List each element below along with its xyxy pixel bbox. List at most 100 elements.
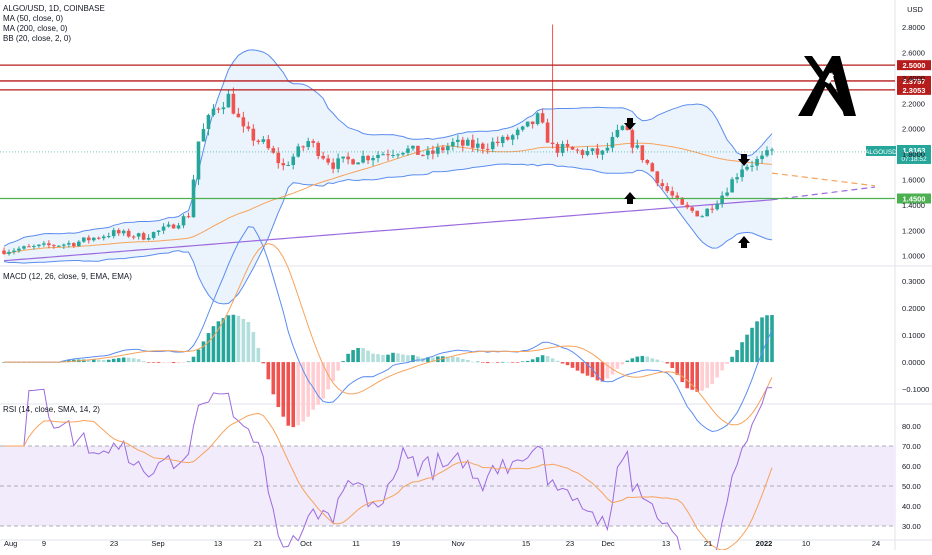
- ma50-legend: MA (50, close, 0): [3, 14, 64, 23]
- macd-histogram-bar: [635, 356, 640, 363]
- candle: [745, 164, 749, 172]
- candle: [241, 111, 246, 133]
- candle: [705, 208, 709, 217]
- macd-histogram-bar: [156, 362, 161, 363]
- candle: [416, 145, 420, 155]
- macd-histogram-bar: [765, 315, 769, 363]
- candle: [755, 156, 759, 171]
- candle-body: [540, 113, 545, 123]
- candle: [406, 145, 410, 156]
- candle-body: [396, 154, 400, 156]
- arrow-down-icon: [624, 118, 636, 130]
- candle-body: [760, 155, 764, 160]
- candle: [306, 137, 311, 151]
- time-tick-label: 23: [110, 539, 118, 548]
- macd-histogram-bar: [675, 362, 680, 375]
- ma50-projection: [771, 172, 876, 187]
- resistance-tag-2: [897, 84, 931, 95]
- candle-body: [525, 121, 530, 127]
- candle: [12, 248, 16, 255]
- candle: [371, 155, 375, 166]
- candle: [615, 124, 620, 139]
- candle-body: [680, 197, 685, 205]
- candle: [42, 240, 46, 247]
- candle-body: [670, 191, 675, 196]
- macd-histogram-bar: [680, 362, 685, 383]
- candle-body: [475, 143, 480, 148]
- candle-body: [690, 207, 695, 211]
- time-tick-label: Dec: [601, 539, 615, 548]
- candle: [151, 231, 156, 240]
- macd-histogram-bar: [685, 362, 690, 389]
- candle-body: [625, 125, 630, 131]
- candle: [256, 139, 261, 145]
- rsi-line: [4, 387, 773, 555]
- time-tick-label: Aug: [4, 539, 17, 548]
- symbol-tag: [866, 145, 896, 156]
- ma50-line: [3, 142, 773, 255]
- candle: [770, 147, 774, 156]
- rsi-sma-line: [4, 412, 773, 551]
- macd-histogram-bar: [550, 358, 555, 363]
- macd-histogram-bar: [690, 362, 695, 390]
- candle-body: [715, 203, 719, 210]
- bollinger-lower-line: [3, 163, 773, 305]
- symbol-tag-label: ALGOUSD: [865, 149, 897, 156]
- candle-body: [47, 243, 51, 246]
- candle: [17, 246, 21, 253]
- ma200-projection: [771, 186, 876, 201]
- candle: [106, 232, 111, 239]
- candle-body: [391, 155, 395, 157]
- candle-body: [560, 143, 565, 153]
- rsi-tick-label: 80.00: [902, 422, 921, 431]
- candle-body: [81, 237, 86, 242]
- macd-legend: MACD (12, 26, close, 9, EMA, EMA): [3, 272, 132, 281]
- candle-body: [186, 216, 191, 218]
- candle: [96, 236, 101, 240]
- macd-histogram-bar: [316, 362, 320, 405]
- candle-body: [705, 208, 709, 217]
- macd-histogram-bar: [505, 361, 510, 363]
- candle-body: [101, 236, 106, 239]
- rsi-tick-label: 50.00: [902, 482, 921, 491]
- candle: [251, 124, 256, 147]
- candle-body: [27, 246, 31, 248]
- candle: [590, 148, 595, 156]
- price-tick-label: 2.2000: [902, 99, 925, 108]
- candle: [500, 135, 505, 148]
- candle-body: [276, 152, 281, 164]
- macd-histogram-bar: [740, 342, 744, 363]
- candle-body: [126, 230, 131, 237]
- macd-histogram-bar: [725, 362, 729, 364]
- candle: [391, 149, 395, 159]
- macd-histogram-bar: [480, 362, 485, 363]
- candle-body: [22, 246, 26, 249]
- time-tick-label: 10: [802, 539, 810, 548]
- macd-histogram-bar: [525, 360, 530, 363]
- macd-histogram-bar: [201, 341, 206, 363]
- candle-body: [416, 145, 420, 155]
- macd-histogram-bar: [151, 362, 156, 363]
- macd-histogram-bar: [116, 358, 121, 363]
- candle: [710, 205, 714, 214]
- candle-body: [226, 93, 231, 108]
- candle: [650, 162, 655, 172]
- macd-histogram-bar: [171, 362, 176, 364]
- candle: [146, 234, 151, 241]
- candle-body: [446, 146, 450, 151]
- candle: [480, 142, 485, 154]
- macd-histogram-bar: [226, 315, 231, 363]
- macd-histogram-bar: [705, 362, 709, 388]
- candle: [77, 240, 81, 247]
- arrow-up-icon: [738, 236, 750, 248]
- candle-body: [555, 144, 560, 153]
- candle: [176, 222, 181, 230]
- candle: [446, 142, 450, 155]
- macd-histogram-bar: [266, 362, 271, 380]
- resistance-label-1: 2.3757: [903, 77, 926, 86]
- macd-histogram-bar: [361, 348, 365, 363]
- macd-histogram-bar: [655, 359, 660, 363]
- macd-histogram-bar: [555, 360, 560, 363]
- macd-histogram-bar: [86, 359, 91, 363]
